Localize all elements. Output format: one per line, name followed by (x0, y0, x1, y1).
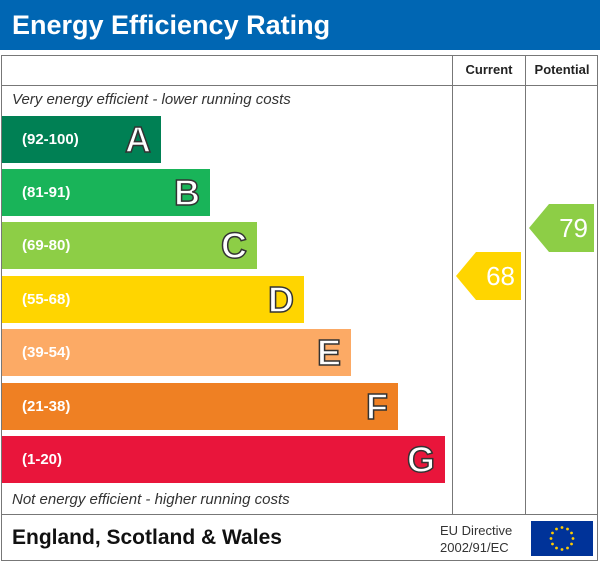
star-icon (560, 526, 564, 529)
star-icon (555, 527, 558, 531)
band-range: (21-38) (22, 398, 71, 415)
potential-column-header: Potential (534, 62, 590, 77)
star-icon (570, 542, 573, 546)
potential-rating-value: 79 (559, 213, 588, 243)
band-range: (55-68) (22, 291, 71, 308)
bottom-note: Not energy efficient - higher running co… (12, 491, 290, 508)
divider (452, 55, 453, 515)
star-icon (551, 531, 554, 535)
star-icon (560, 548, 564, 551)
star-icon (566, 546, 569, 550)
band-range: (81-91) (22, 184, 71, 201)
band-c: (69-80) C (2, 222, 257, 269)
region-label: England, Scotland & Wales (12, 526, 282, 549)
band-letter: A (124, 118, 152, 161)
band-a: (92-100) A (2, 116, 161, 163)
band-letter: E (316, 331, 342, 374)
eu-flag-icon (531, 521, 593, 556)
band-e: (39-54) E (2, 329, 351, 376)
divider (1, 85, 598, 86)
current-column-header: Current (465, 62, 513, 77)
star-icon (555, 546, 558, 550)
band-letter: D (267, 278, 295, 321)
band-range: (92-100) (22, 131, 79, 148)
band-b: (81-91) B (2, 169, 210, 216)
current-rating-value: 68 (486, 261, 515, 291)
directive-line1: EU Directive (440, 523, 513, 538)
band-range: (1-20) (22, 451, 63, 468)
band-range: (69-80) (22, 237, 71, 254)
band-range: (39-54) (22, 344, 71, 361)
star-icon (566, 527, 569, 531)
potential-rating-arrow: 79 (529, 204, 594, 252)
star-icon (571, 537, 575, 540)
band-g: (1-20) G (2, 436, 445, 483)
band-d: (55-68) D (2, 276, 304, 323)
star-icon (551, 542, 554, 546)
band-letter: F (365, 385, 389, 428)
current-rating-arrow: 68 (456, 252, 521, 300)
rating-table (1, 55, 598, 515)
band-letter: G (406, 438, 436, 481)
divider (525, 55, 526, 515)
star-icon (570, 531, 573, 535)
band-f: (21-38) F (2, 383, 398, 430)
top-note: Very energy efficient - lower running co… (12, 91, 291, 108)
footer (1, 515, 598, 561)
band-letter: C (220, 224, 248, 267)
band-letter: B (173, 171, 201, 214)
directive-line2: 2002/91/EC (440, 540, 509, 555)
star-icon (549, 537, 553, 540)
chart-title: Energy Efficiency Rating (0, 0, 600, 50)
eu-directive: EU Directive 2002/91/EC (440, 522, 512, 556)
